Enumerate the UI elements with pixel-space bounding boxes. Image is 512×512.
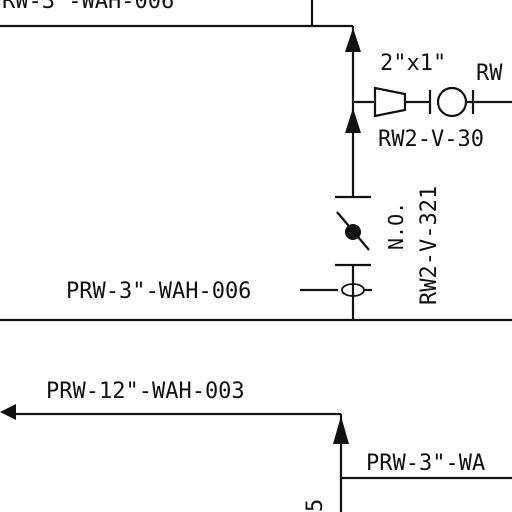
- line-label-12in: PRW-12"-WAH-003: [46, 379, 245, 404]
- rw-partial-label: RW: [476, 61, 503, 86]
- normally-open-label: N.O.: [384, 202, 408, 250]
- reducer-icon: [373, 86, 407, 118]
- bottom-digit-label: 5: [303, 499, 328, 512]
- butterfly-valve-icon: [345, 224, 361, 240]
- top-line-label: RW-3"-WAH-006: [2, 0, 174, 14]
- valve-tag-right: RW2-V-30: [378, 127, 484, 152]
- flow-arrow-left: [0, 404, 16, 420]
- ball-valve-icon: [436, 86, 468, 118]
- flow-arrow-up-1: [345, 28, 361, 52]
- flow-arrow-up-3: [333, 416, 349, 444]
- line-label-mid-left: PRW-3"-WAH-006: [66, 279, 251, 304]
- valve-tag-vertical: RW2-V-321: [417, 186, 442, 305]
- reducer-size-label: 2"x1": [380, 51, 446, 76]
- line-label-bottom-right: PRW-3"-WA: [366, 451, 485, 476]
- flow-arrow-up-2: [345, 108, 361, 133]
